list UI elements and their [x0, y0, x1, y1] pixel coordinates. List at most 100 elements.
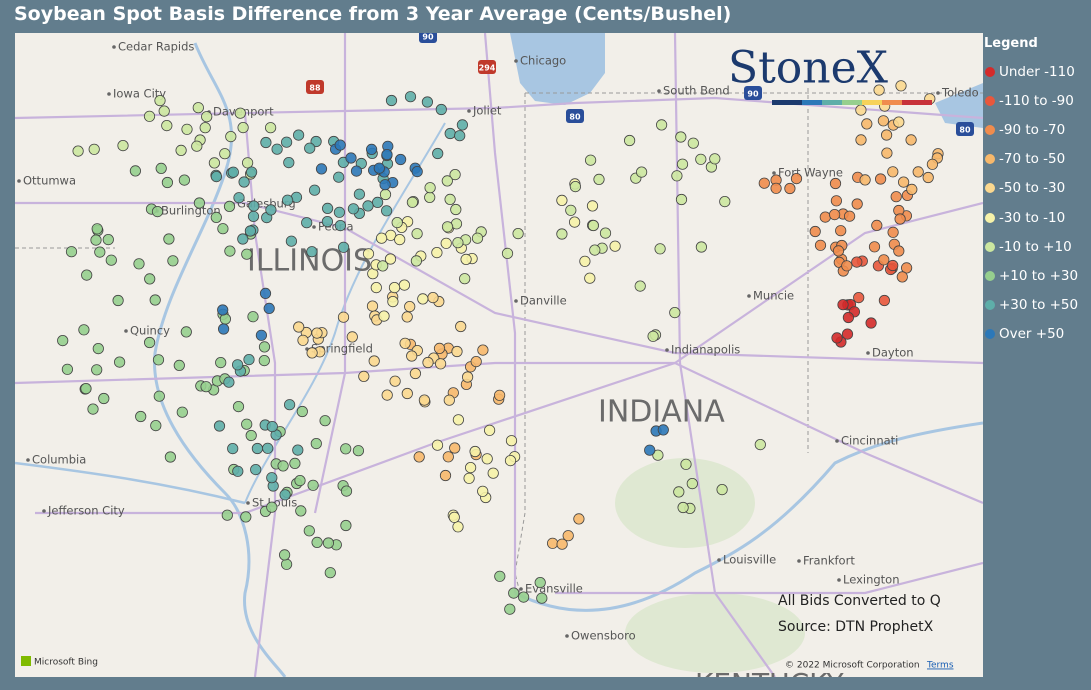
bid-dot — [227, 166, 239, 178]
city-label: Iowa City — [113, 87, 166, 101]
bid-dot — [900, 262, 913, 274]
bid-dot — [461, 371, 474, 383]
legend-swatch — [985, 124, 995, 135]
state-label: INDIANA — [598, 395, 725, 430]
river — [514, 421, 983, 612]
bid-dot — [587, 219, 600, 232]
bid-dot — [893, 245, 905, 257]
legend-item[interactable]: -50 to -30 — [983, 174, 1091, 203]
bid-dot — [210, 211, 222, 223]
bid-dot — [454, 130, 466, 142]
bid-dot — [201, 111, 213, 123]
bid-dot — [441, 221, 454, 233]
city-label: Dayton — [872, 346, 914, 360]
city-marker — [107, 92, 111, 96]
city-label: Fort Wayne — [778, 166, 843, 180]
bid-dot — [181, 123, 193, 135]
bid-dot — [671, 170, 683, 182]
bid-dot — [241, 248, 253, 260]
bid-dot — [406, 196, 418, 208]
bid-dot — [65, 246, 78, 258]
bid-dot — [536, 592, 548, 604]
bid-dot — [880, 129, 893, 141]
city-label: Frankfort — [803, 554, 855, 568]
bid-dot — [655, 119, 668, 131]
legend-label: +10 to +30 — [999, 267, 1079, 284]
map[interactable]: ILLINOISINDIANAKENTUCKYCedar RapidsIowa … — [15, 33, 983, 677]
bid-dot — [333, 171, 345, 183]
bid-dot — [362, 248, 375, 260]
city-label: Owensboro — [571, 629, 636, 643]
terms-link[interactable]: Terms — [926, 661, 954, 671]
bid-dot — [144, 336, 156, 349]
bid-dot — [218, 323, 230, 335]
highway-shield — [419, 33, 437, 43]
bid-dot — [260, 136, 272, 149]
legend-item[interactable]: -70 to -50 — [983, 145, 1091, 174]
city-marker — [514, 299, 518, 303]
bid-dot — [855, 134, 867, 146]
bid-dot — [573, 513, 585, 525]
highway-number: 88 — [309, 84, 321, 93]
bid-dot — [579, 255, 591, 267]
highway-number: 90 — [422, 33, 434, 42]
city-label: Muncie — [753, 289, 794, 303]
bid-dot — [385, 94, 398, 107]
city-marker — [835, 439, 839, 443]
city-marker — [747, 294, 751, 298]
city-marker — [837, 578, 841, 582]
bid-dot — [294, 474, 306, 487]
city-marker — [26, 458, 30, 462]
attribution: © 2022 Microsoft Corporation — [785, 661, 920, 671]
legend-item[interactable]: -10 to +10 — [983, 232, 1091, 261]
bid-dot — [874, 173, 887, 185]
city-label: Jefferson City — [47, 504, 125, 518]
bid-dot — [809, 225, 821, 238]
bid-dot — [263, 302, 275, 314]
bid-dot — [199, 122, 211, 134]
bid-dot — [452, 414, 464, 426]
bid-dot — [861, 118, 873, 130]
bid-dot — [80, 382, 92, 395]
bid-dot — [150, 419, 162, 432]
legend-item[interactable]: +30 to +50 — [983, 291, 1091, 320]
bid-dot — [98, 392, 110, 405]
bid-dot — [894, 213, 906, 225]
bid-dot — [841, 328, 854, 340]
legend-item[interactable]: -90 to -70 — [983, 115, 1091, 144]
bid-dot — [890, 191, 902, 203]
highway-number: 80 — [959, 126, 971, 135]
legend-item[interactable]: Over +50 — [983, 320, 1091, 349]
bid-dot — [133, 258, 145, 270]
bid-dot — [644, 444, 656, 456]
legend-item[interactable]: +10 to +30 — [983, 261, 1091, 290]
bid-dot — [586, 200, 599, 212]
bid-dot — [242, 157, 254, 169]
bid-dot — [208, 157, 220, 169]
legend-item[interactable]: -30 to -10 — [983, 203, 1091, 232]
bid-dot — [568, 216, 581, 228]
bid-dot — [285, 235, 297, 247]
legend-item[interactable]: -110 to -90 — [983, 86, 1091, 115]
bid-dot — [477, 485, 489, 497]
city-marker — [312, 225, 316, 229]
state-label: KENTUCKY — [695, 667, 845, 677]
bid-dot — [449, 169, 461, 181]
bid-dot — [444, 193, 456, 205]
bid-dot — [310, 437, 322, 450]
bid-dot — [296, 405, 308, 418]
bid-dot — [922, 171, 934, 184]
bid-dot — [306, 347, 318, 359]
bid-dot — [191, 140, 203, 152]
bid-dot — [281, 194, 294, 206]
legend-swatch — [985, 300, 995, 311]
legend-item[interactable]: Under -110 — [983, 57, 1091, 86]
bid-dot — [837, 299, 849, 311]
bid-dot — [378, 310, 390, 322]
city-label: Chicago — [520, 54, 566, 68]
bid-dot — [471, 232, 484, 244]
bid-dot — [303, 525, 315, 537]
bid-dot — [280, 136, 293, 148]
legend-swatch — [985, 329, 995, 340]
bid-dot — [483, 424, 496, 436]
